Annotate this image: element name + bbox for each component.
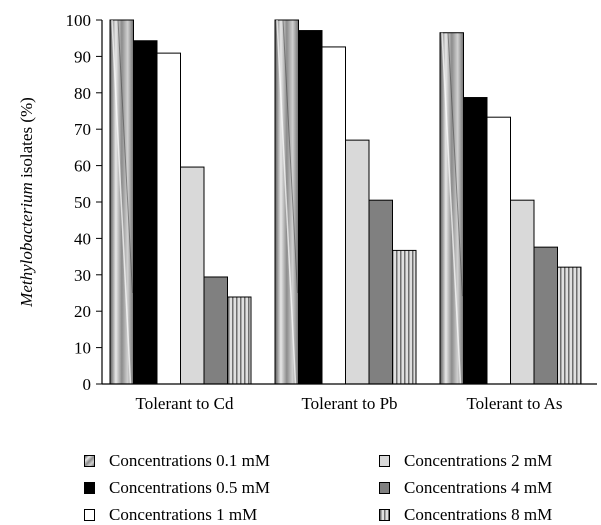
legend-item-0.1mm: Concentrations 0.1 mM bbox=[84, 451, 270, 471]
bar-gradient-highlight bbox=[276, 19, 297, 385]
legend-swatch-gradient bbox=[84, 455, 95, 467]
bar-5-tolerant-to-cd bbox=[203, 276, 228, 385]
bar-2-tolerant-to-cd bbox=[133, 40, 158, 385]
y-axis-ticks: 0 10 20 30 40 50 60 70 80 90 100 bbox=[66, 11, 102, 394]
legend-item-0.5mm: Concentrations 0.5 mM bbox=[84, 478, 270, 498]
bars-group bbox=[109, 19, 582, 385]
legend-item-2mm: Concentrations 2 mM bbox=[379, 451, 552, 471]
y-tick-label: 60 bbox=[74, 157, 91, 176]
legend-label: Concentrations 2 mM bbox=[404, 451, 553, 470]
bar-6-tolerant-to-pb bbox=[392, 249, 417, 385]
legend-swatch-light-gray bbox=[379, 455, 390, 467]
category-label: Tolerant to As bbox=[466, 394, 562, 410]
legend-label: Concentrations 0.5 mM bbox=[109, 478, 271, 497]
y-tick-label: 20 bbox=[74, 302, 91, 321]
y-tick-label: 10 bbox=[74, 339, 91, 358]
axes bbox=[101, 20, 597, 385]
bar-3-tolerant-to-as bbox=[486, 116, 511, 385]
y-tick-label: 40 bbox=[74, 229, 91, 248]
legend-item-8mm: Concentrations 8 mM bbox=[379, 505, 552, 525]
bar-5-tolerant-to-as bbox=[533, 246, 558, 385]
bar-4-tolerant-to-cd bbox=[180, 166, 205, 385]
legend-label: Concentrations 4 mM bbox=[404, 478, 553, 497]
legend-label: Concentrations 0.1 mM bbox=[109, 451, 271, 470]
bar-5-tolerant-to-pb bbox=[368, 199, 393, 385]
legend-item-4mm: Concentrations 4 mM bbox=[379, 478, 552, 498]
legend-label: Concentrations 8 mM bbox=[404, 505, 553, 524]
bar-3-tolerant-to-cd bbox=[156, 52, 181, 385]
category-label: Tolerant to Pb bbox=[301, 394, 397, 410]
legend-swatch-dark-gray bbox=[379, 482, 390, 494]
bar-gradient-shadow bbox=[117, 19, 133, 294]
y-tick-label: 80 bbox=[74, 84, 91, 103]
bar-gradient-shadow bbox=[447, 32, 463, 297]
y-tick-label: 0 bbox=[83, 375, 92, 394]
category-label: Tolerant to Cd bbox=[136, 394, 234, 410]
bar-gradient-highlight bbox=[111, 19, 132, 385]
bar-2-tolerant-to-pb bbox=[298, 30, 323, 385]
bar-gradient-shadow bbox=[282, 19, 298, 294]
bar-3-tolerant-to-pb bbox=[321, 46, 346, 385]
legend-swatch-black bbox=[84, 482, 95, 494]
bar-6-tolerant-to-as bbox=[557, 266, 582, 385]
y-tick-label: 50 bbox=[74, 193, 91, 212]
y-tick-label: 70 bbox=[74, 120, 91, 139]
legend-label: Concentrations 1 mM bbox=[109, 505, 258, 524]
bar-2-tolerant-to-as bbox=[463, 97, 488, 385]
x-axis-labels: Tolerant to Cd Tolerant to Pb Tolerant to … bbox=[136, 394, 563, 410]
legend-swatch-white bbox=[84, 509, 95, 521]
bar-4-tolerant-to-pb bbox=[345, 139, 370, 385]
y-axis-title: Methylobacterium isolates (%) bbox=[17, 97, 36, 308]
bar-gradient-highlight bbox=[441, 32, 462, 385]
legend-item-1mm: Concentrations 1 mM bbox=[84, 505, 257, 525]
y-tick-label: 30 bbox=[74, 266, 91, 285]
y-tick-label: 90 bbox=[74, 47, 91, 66]
y-tick-label: 100 bbox=[66, 11, 92, 30]
legend-swatch-stripes bbox=[379, 509, 390, 521]
bar-6-tolerant-to-cd bbox=[227, 296, 252, 385]
bar-4-tolerant-to-as bbox=[510, 199, 535, 385]
